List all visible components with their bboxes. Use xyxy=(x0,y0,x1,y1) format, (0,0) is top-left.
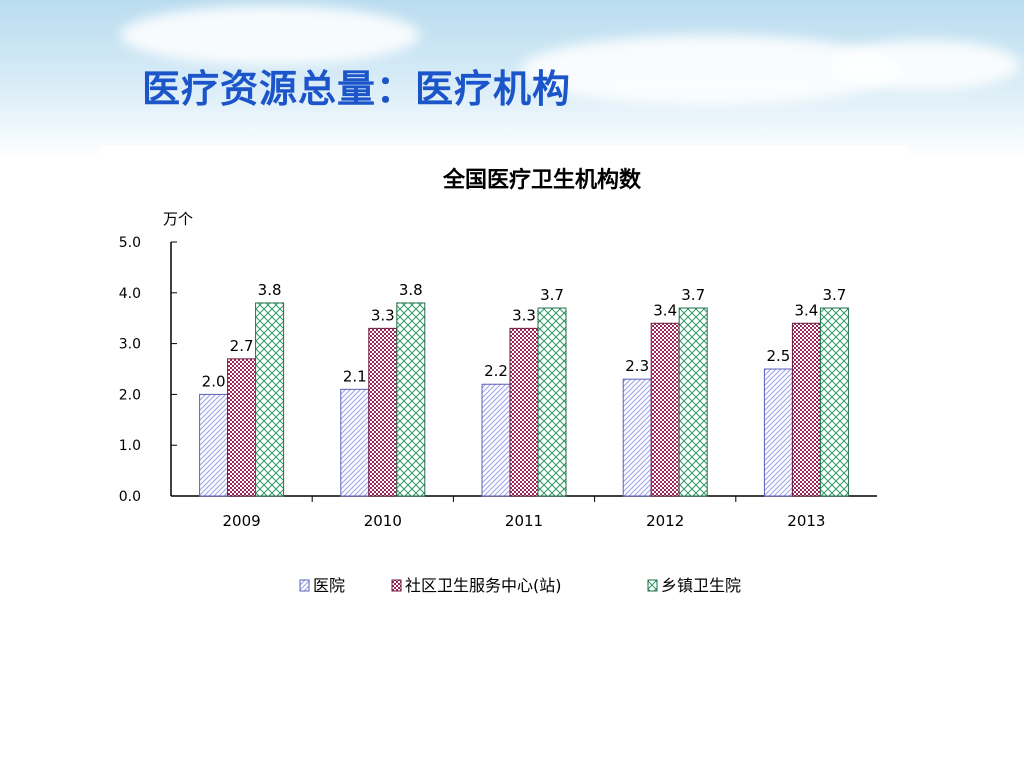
bar xyxy=(650,322,680,497)
bar xyxy=(537,307,567,497)
x-tick-label: 2011 xyxy=(505,512,543,530)
bar-value-label: 3.3 xyxy=(371,306,395,324)
bar-value-label: 2.2 xyxy=(484,362,508,380)
bar-value-label: 3.4 xyxy=(794,301,818,319)
bar-value-label: 2.3 xyxy=(625,357,649,375)
y-tick-label: 2.0 xyxy=(119,387,141,403)
y-axis-unit-label: 万个 xyxy=(163,210,193,228)
bar xyxy=(199,393,229,497)
bar xyxy=(819,307,849,497)
bar xyxy=(622,378,652,497)
bar xyxy=(791,322,821,497)
bar-value-label: 3.7 xyxy=(540,286,564,304)
bar-value-label: 3.3 xyxy=(512,306,536,324)
bar-value-label: 2.1 xyxy=(343,367,367,385)
legend-label: 社区卫生服务中心(站) xyxy=(405,576,562,595)
y-tick-label: 3.0 xyxy=(119,337,141,353)
x-tick-label: 2013 xyxy=(787,512,825,530)
y-tick-label: 4.0 xyxy=(119,286,141,302)
legend-swatch xyxy=(299,579,310,592)
x-tick-label: 2012 xyxy=(646,512,684,530)
legend-label: 乡镇卫生院 xyxy=(661,576,741,595)
bar-value-label: 3.7 xyxy=(681,286,705,304)
bar xyxy=(396,302,426,497)
chart-panel: 全国医疗卫生机构数 万个 0.0 1.0 2.0 3.0 4.0 5.0 2009 2010 2… xyxy=(100,145,908,615)
bar xyxy=(368,327,398,497)
bar-value-label: 3.4 xyxy=(653,301,677,319)
bar-value-label: 2.5 xyxy=(766,347,790,365)
bar-value-label: 3.8 xyxy=(399,281,423,299)
y-tick-label: 5.0 xyxy=(119,235,141,251)
legend-label: 医院 xyxy=(313,576,345,595)
bar xyxy=(255,302,285,497)
legend-swatch xyxy=(647,579,658,592)
x-tick-label: 2009 xyxy=(223,512,261,530)
bar xyxy=(678,307,708,497)
bar xyxy=(481,383,511,497)
sky-background xyxy=(0,0,1024,160)
x-tick-label: 2010 xyxy=(364,512,402,530)
y-tick-label: 1.0 xyxy=(119,438,141,454)
bar-value-label: 3.8 xyxy=(258,281,282,299)
cloud-decoration xyxy=(120,5,420,65)
legend-swatch xyxy=(391,579,402,592)
bar xyxy=(763,368,793,497)
y-tick-label: 0.0 xyxy=(119,489,141,505)
bar-value-label: 3.7 xyxy=(822,286,846,304)
bar xyxy=(227,358,257,497)
chart-title: 全国医疗卫生机构数 xyxy=(442,167,642,193)
cloud-decoration xyxy=(830,40,1020,90)
bar-value-label: 2.7 xyxy=(230,337,254,355)
slide-title: 医疗资源总量：医疗机构 xyxy=(142,67,572,111)
bar xyxy=(509,327,539,497)
bar xyxy=(340,388,370,497)
bar-chart: 全国医疗卫生机构数 万个 0.0 1.0 2.0 3.0 4.0 5.0 2009 2010 2… xyxy=(119,167,877,595)
bar-value-label: 2.0 xyxy=(202,372,226,390)
